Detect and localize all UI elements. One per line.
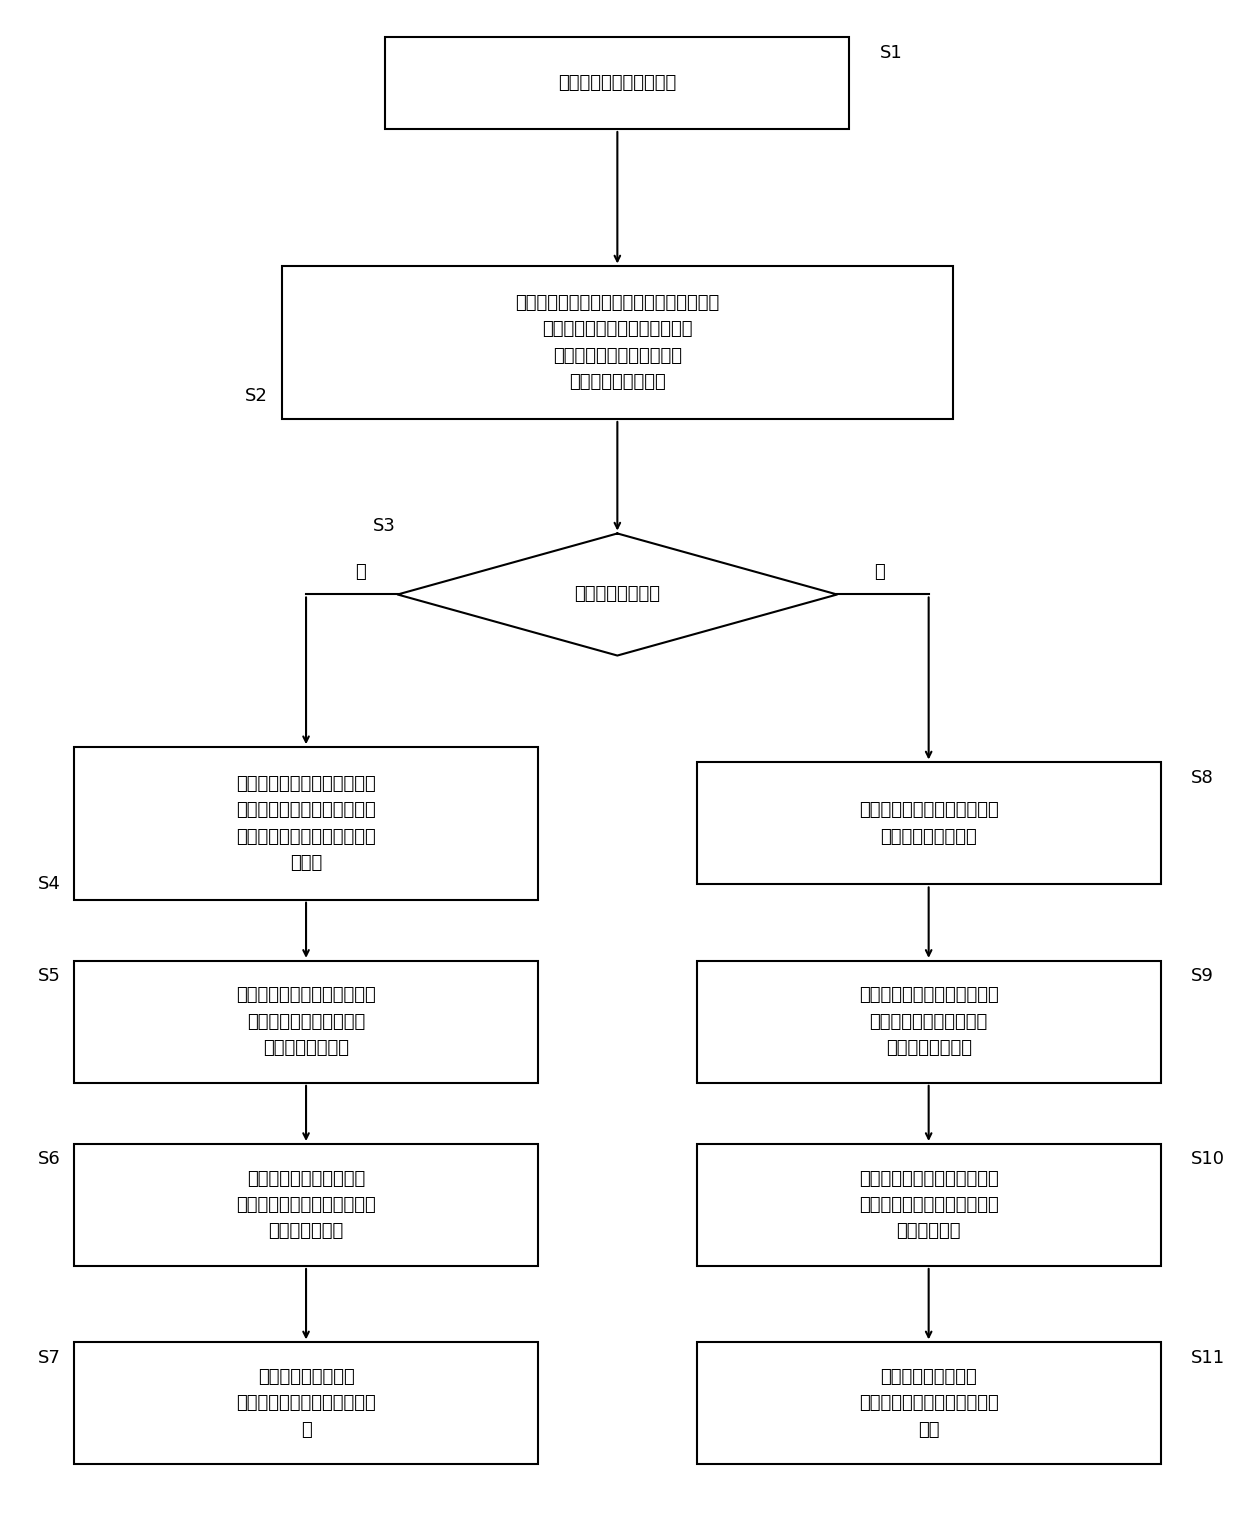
Text: S2: S2	[246, 387, 268, 405]
Text: 根据找到的机台以及待执行源
漏极离子注入工艺的晶圆
形成第一派工列表: 根据找到的机台以及待执行源 漏极离子注入工艺的晶圆 形成第一派工列表	[236, 987, 376, 1056]
Text: 根据找到的机台以及待执行源
漏极离子注入工艺的晶圆
形成第二派工列表: 根据找到的机台以及待执行源 漏极离子注入工艺的晶圆 形成第二派工列表	[859, 987, 998, 1056]
Text: 根据第一派工列表将晶圆
分配至进行执行连续注入工序
的离子注入机台: 根据第一派工列表将晶圆 分配至进行执行连续注入工序 的离子注入机台	[236, 1169, 376, 1240]
FancyBboxPatch shape	[697, 1144, 1161, 1266]
Text: S8: S8	[1192, 768, 1214, 787]
FancyBboxPatch shape	[74, 747, 538, 899]
Text: S7: S7	[37, 1349, 61, 1366]
Text: 对可以执行连续注入上述工序
的离子注入机台进行设定，将
分层次注入工序整合成连续注
入工序: 对可以执行连续注入上述工序 的离子注入机台进行设定，将 分层次注入工序整合成连续…	[236, 775, 376, 872]
FancyBboxPatch shape	[74, 961, 538, 1083]
FancyBboxPatch shape	[74, 1343, 538, 1465]
FancyBboxPatch shape	[697, 762, 1161, 884]
Text: 寻找可以进行执行分层次注入
工序的离子注入机台: 寻找可以进行执行分层次注入 工序的离子注入机台	[859, 801, 998, 845]
Text: S11: S11	[1192, 1349, 1225, 1366]
Text: 判断是否寻找成功: 判断是否寻找成功	[574, 585, 661, 604]
FancyBboxPatch shape	[281, 266, 954, 419]
Text: S6: S6	[37, 1150, 61, 1169]
Text: 离子注入机台对晶圆
根据分层次注入工序进行离子
注入: 离子注入机台对晶圆 根据分层次注入工序进行离子 注入	[859, 1368, 998, 1438]
Text: 当前批次晶圆的下一处理工序为执行源漏极
离子注入工艺的工序的情况下，
寻找可以执行连续注入上述
工序的离子注入机台: 当前批次晶圆的下一处理工序为执行源漏极 离子注入工艺的工序的情况下， 寻找可以执…	[516, 294, 719, 391]
Text: S1: S1	[880, 43, 903, 62]
FancyBboxPatch shape	[697, 961, 1161, 1083]
Text: S9: S9	[1192, 967, 1214, 986]
Text: S3: S3	[373, 517, 396, 534]
Text: 是: 是	[356, 562, 366, 581]
FancyBboxPatch shape	[386, 37, 849, 129]
Text: 离子注入机台对晶圆
根据连续注入工序进行离子注
入: 离子注入机台对晶圆 根据连续注入工序进行离子注 入	[236, 1368, 376, 1438]
Text: 建立机台及在制品信息表: 建立机台及在制品信息表	[558, 74, 677, 92]
Text: S10: S10	[1192, 1150, 1225, 1169]
Text: S4: S4	[37, 875, 61, 893]
FancyBboxPatch shape	[74, 1144, 538, 1266]
Text: 根据第二派工列表将晶圆对应
分配至执行分层次注入工序的
离子注入机台: 根据第二派工列表将晶圆对应 分配至执行分层次注入工序的 离子注入机台	[859, 1169, 998, 1240]
Text: S5: S5	[37, 967, 61, 986]
Text: 否: 否	[874, 562, 885, 581]
FancyBboxPatch shape	[697, 1343, 1161, 1465]
